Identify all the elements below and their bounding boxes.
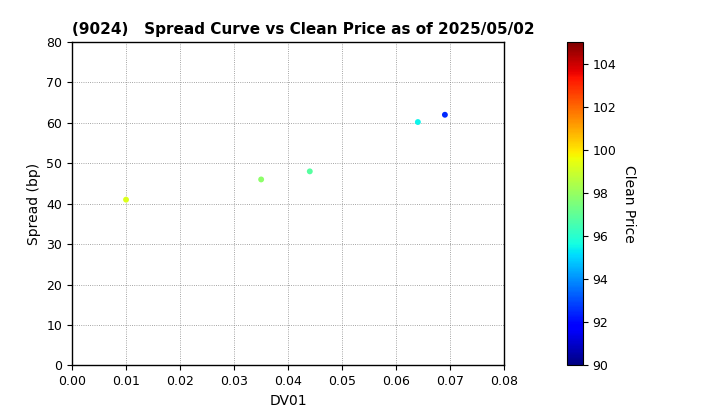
Point (439, 111, 451, 118)
Point (412, 119, 423, 126)
Y-axis label: Spread (bp): Spread (bp) (27, 163, 41, 245)
Y-axis label: Clean Price: Clean Price (622, 165, 636, 243)
Point (304, 168, 315, 175)
Point (120, 196, 132, 203)
Point (256, 176, 267, 183)
X-axis label: DV01: DV01 (269, 394, 307, 408)
Text: (9024)   Spread Curve vs Clean Price as of 2025/05/02: (9024) Spread Curve vs Clean Price as of… (72, 22, 535, 37)
